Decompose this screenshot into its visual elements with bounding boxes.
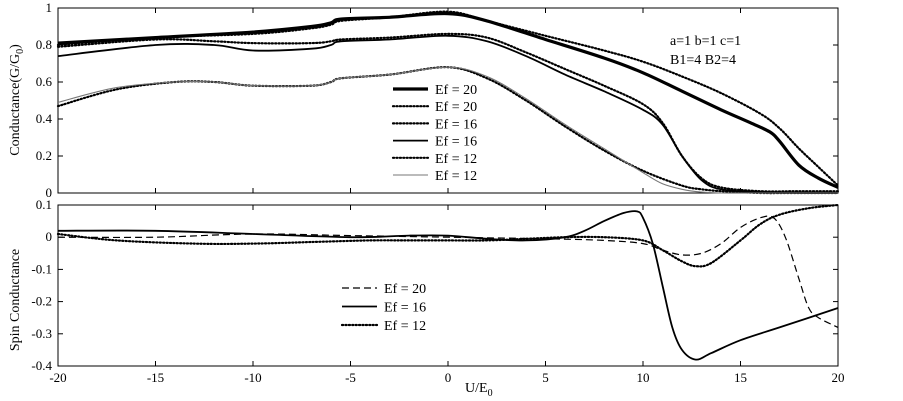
conductance-legend-label: Ef = 16: [435, 117, 477, 132]
spin-conductance-legend-label: Ef = 12: [384, 319, 426, 334]
spin-conductance-legend: Ef = 20 Ef = 16 Ef = 12: [340, 282, 426, 334]
spin-conductance-series-line-2: [56, 203, 840, 268]
x-tick-label: 0: [445, 370, 452, 385]
conductance-y-tick-label: 1: [46, 0, 53, 15]
spin-conductance-legend-label: Ef = 16: [384, 301, 426, 316]
conductance-series: [56, 10, 840, 195]
spin-conductance-y-tick-label: 0.1: [36, 197, 52, 212]
conductance-legend: Ef = 20 Ef = 20 Ef = 16 Ef = 16 Ef = 12 Ef = …: [391, 83, 477, 184]
x-tick-label: 10: [637, 370, 650, 385]
spin-conductance-series-line-0: [57, 215, 839, 328]
spin-conductance-y-tick-label: -0.3: [31, 326, 52, 341]
conductance-legend-label: Ef = 12: [435, 169, 477, 184]
x-axis-label-main: U/E: [465, 381, 488, 396]
parameters-annotation-line-2: B1=4 B2=4: [670, 53, 736, 68]
spin-conductance-y-tick-label: -0.1: [31, 261, 52, 276]
spin-conductance-legend-label: Ef = 20: [384, 282, 426, 297]
conductance-legend-label: Ef = 20: [435, 100, 477, 115]
conductance-legend-label: Ef = 16: [435, 135, 477, 150]
conductance-series-line-2: [56, 32, 840, 193]
spin-conductance-y-tick-label: -0.4: [31, 358, 52, 373]
conductance-y-axis-label-subscript: 0: [15, 49, 26, 54]
conductance-y-axis-label: Conductance(G/G0): [8, 44, 26, 156]
conductance-series-line-0: [57, 11, 839, 189]
conductance-series-line-5: [57, 66, 838, 194]
spin-conductance-y-tick-label: 0: [46, 229, 53, 244]
conductance-panel: 00.20.40.60.81 Conductance(G/G0) a=1 b=1…: [8, 0, 840, 200]
x-tick-label: 20: [832, 370, 845, 385]
x-tick-label: 5: [542, 370, 549, 385]
spin-conductance-plot-frame: [57, 204, 839, 367]
x-tick-label: -20: [49, 370, 66, 385]
x-tick-label: 15: [734, 370, 747, 385]
x-tick-label: -10: [244, 370, 261, 385]
conductance-y-tick-label: 0: [46, 185, 53, 200]
conductance-y-ticks: 0 0.2 0.4 0.6 0.8 1: [36, 0, 839, 200]
conductance-y-tick-label: 0.2: [36, 148, 52, 163]
x-axis-label-subscript: 0: [488, 388, 493, 399]
conductance-series-line-1: [56, 10, 840, 187]
conductance-legend-label: Ef = 20: [435, 83, 477, 98]
conductance-y-axis-label-main: Conductance(G/G: [8, 54, 23, 156]
spin-conductance-y-tick-label: -0.2: [31, 294, 52, 309]
x-tick-label: -15: [147, 370, 164, 385]
spin-conductance-panel: -0.4 -0.3 -0.2 -0.1 0 0.1 -20 -15 -10 -5 0 5 10 15 20…: [8, 197, 845, 399]
conductance-series-line-3: [57, 34, 839, 194]
spin-conductance-y-axis-label: Spin Conductance: [8, 249, 23, 351]
spin-conductance-series: [56, 203, 840, 361]
parameters-annotation-line-1: a=1 b=1 c=1: [670, 34, 741, 49]
spin-conductance-x-ticks: -20 -15 -10 -5 0 5 10 15 20: [49, 205, 845, 385]
conductance-y-tick-label: 0.6: [36, 74, 53, 89]
conductance-y-tick-label: 0.8: [36, 37, 52, 52]
conductance-legend-label: Ef = 12: [435, 152, 477, 167]
conductance-y-tick-label: 0.4: [36, 111, 53, 126]
spin-conductance-y-ticks: -0.4 -0.3 -0.2 -0.1 0 0.1: [31, 197, 838, 373]
conductance-y-axis-label-close: ): [8, 44, 23, 49]
spin-conductance-series-line-1: [57, 210, 839, 361]
x-axis-label: U/E0: [465, 381, 493, 399]
x-tick-label: -5: [345, 370, 356, 385]
